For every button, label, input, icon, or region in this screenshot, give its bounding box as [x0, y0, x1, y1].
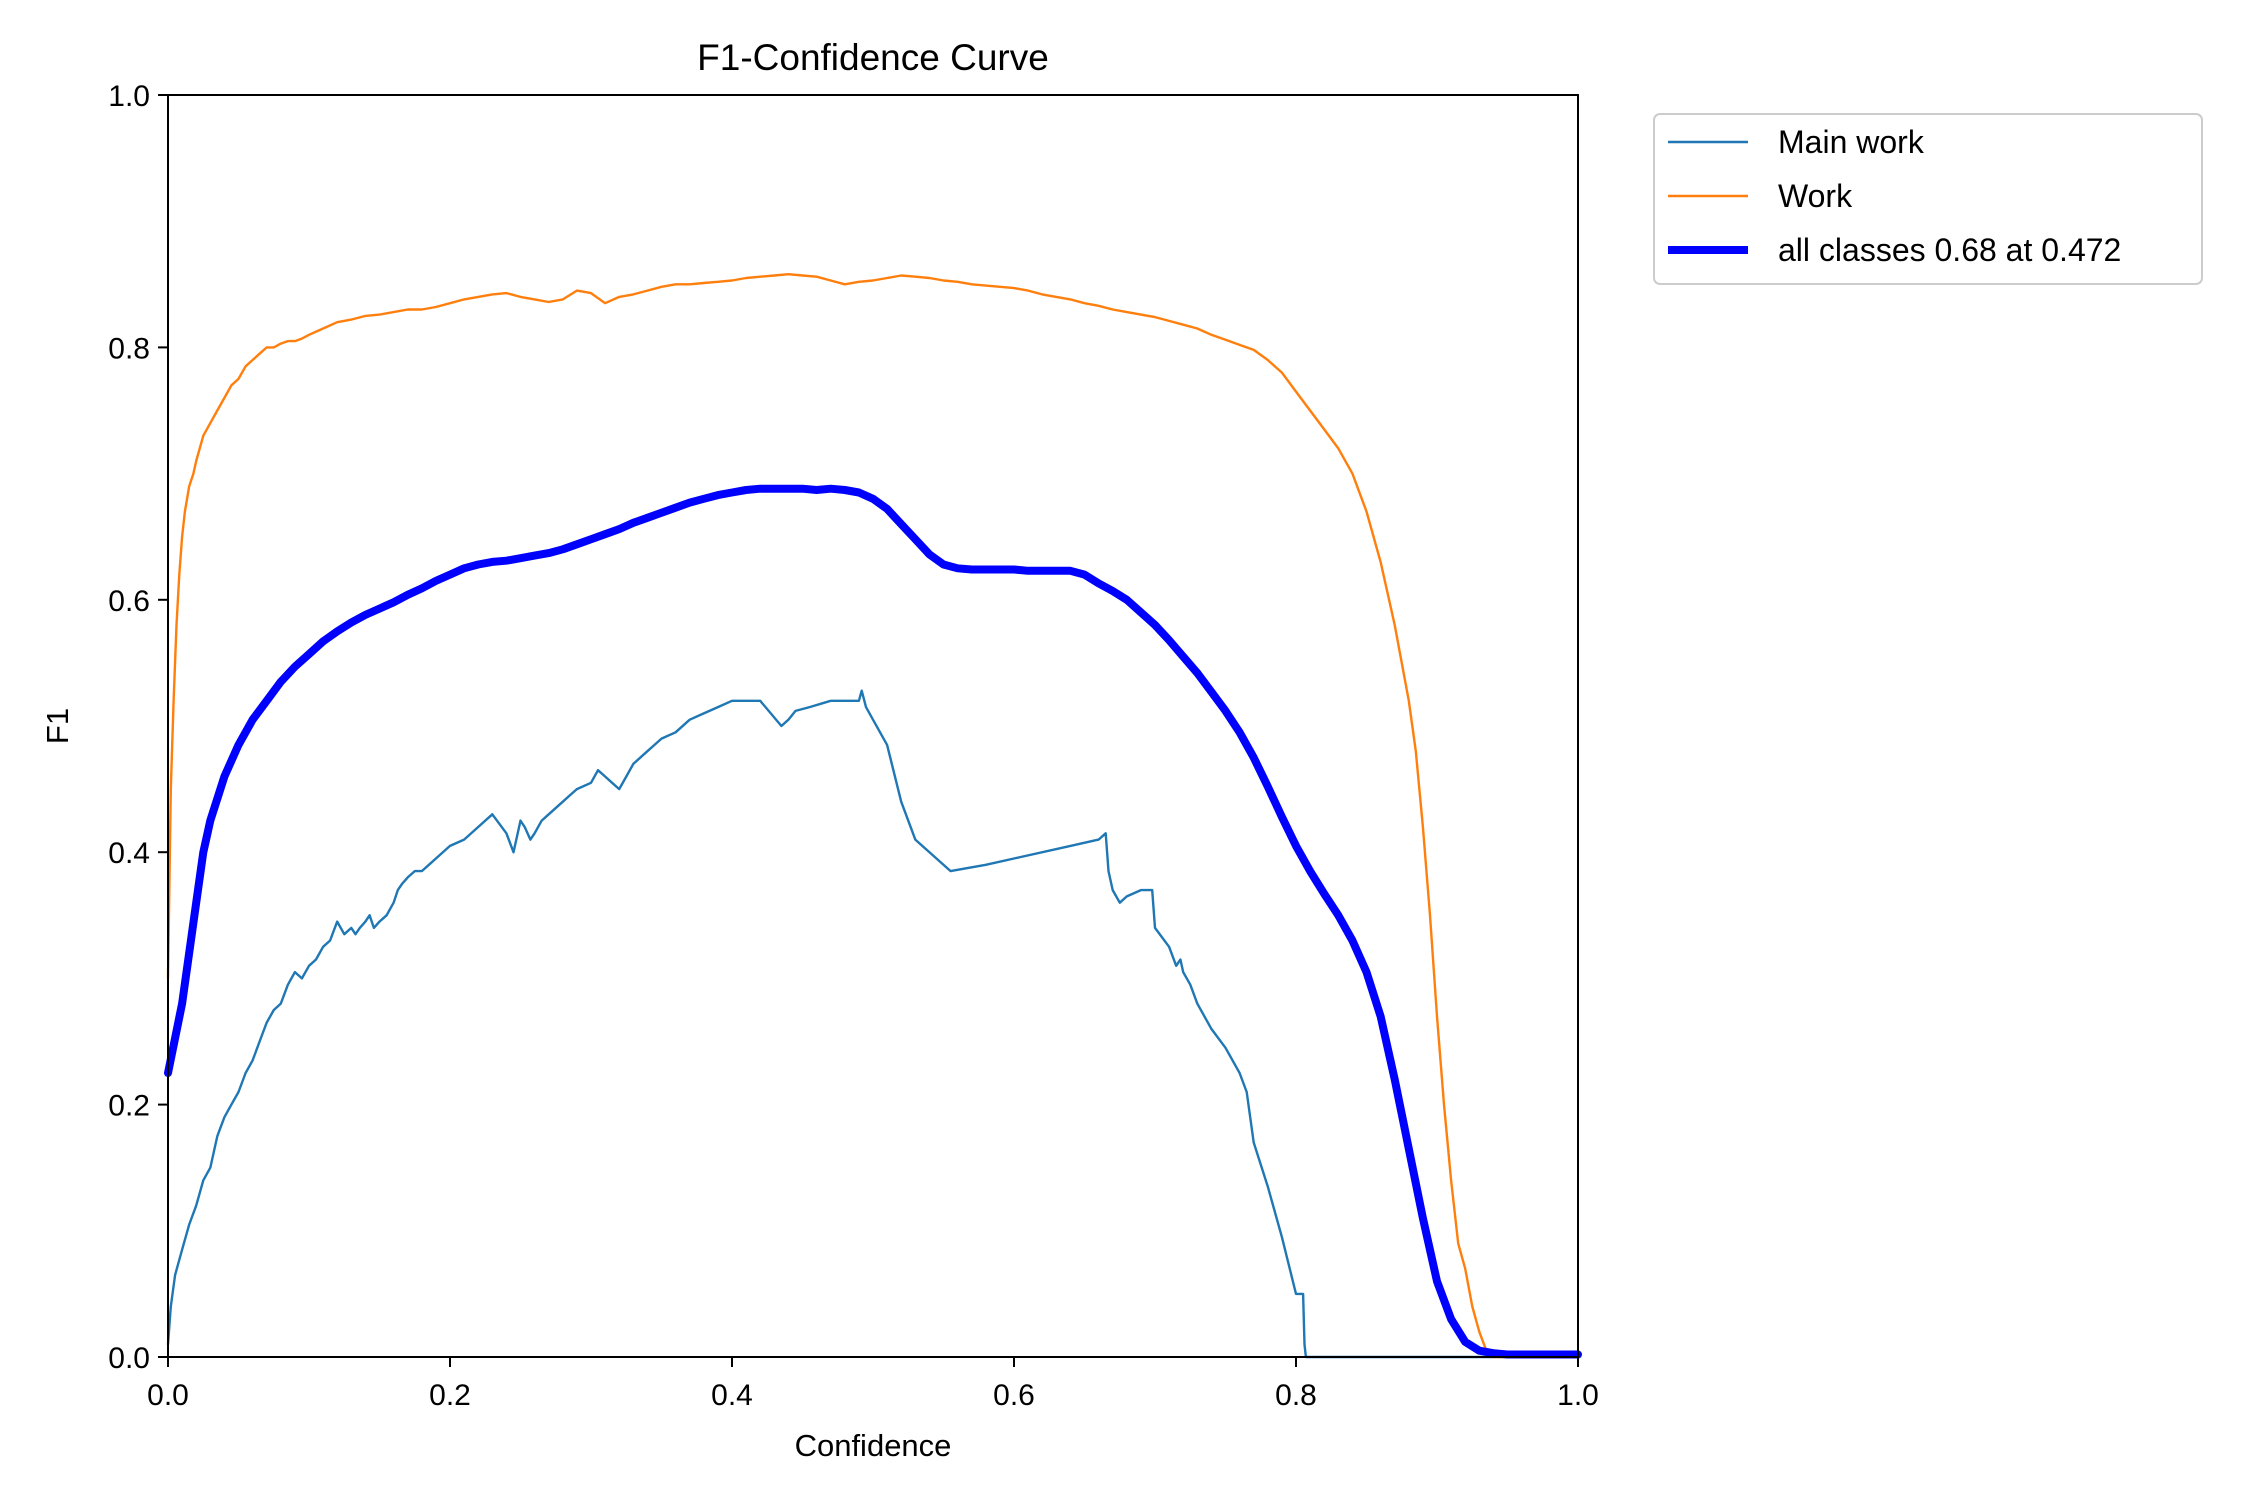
legend-label-2: all classes 0.68 at 0.472 [1778, 232, 2121, 268]
x-tick-label: 1.0 [1557, 1379, 1599, 1412]
chart-title: F1-Confidence Curve [697, 37, 1049, 78]
y-tick-label: 0.8 [108, 332, 150, 365]
legend-entries: Main work Work all classes 0.68 at 0.472 [1668, 124, 2121, 268]
x-tick-label: 0.8 [1275, 1379, 1317, 1412]
plot-frame [167, 94, 1579, 1358]
legend: Main work Work all classes 0.68 at 0.472 [1653, 113, 2203, 285]
y-tick-label: 0.4 [108, 837, 150, 870]
x-axis-label: Confidence [795, 1428, 952, 1463]
y-tick-label: 0.6 [108, 585, 150, 618]
legend-box [1653, 113, 2203, 285]
x-tick-label: 0.4 [711, 1379, 753, 1412]
legend-label-0: Main work [1778, 124, 1925, 160]
x-axis-ticks: 0.0 0.2 0.4 0.6 0.8 1.0 [147, 1357, 1599, 1412]
y-tick-label: 1.0 [108, 80, 150, 113]
y-axis-ticks: 0.0 0.2 0.4 0.6 0.8 1.0 [108, 80, 168, 1375]
y-tick-label: 0.2 [108, 1090, 150, 1123]
legend-label-1: Work [1778, 178, 1853, 214]
y-tick-label: 0.0 [108, 1342, 150, 1375]
series-line-0 [166, 689, 1580, 1359]
series-line-2 [164, 484, 1582, 1359]
x-tick-label: 0.2 [429, 1379, 471, 1412]
y-axis-label: F1 [40, 708, 75, 744]
x-tick-label: 0.6 [993, 1379, 1035, 1412]
x-tick-label: 0.0 [147, 1379, 189, 1412]
series-line-1 [166, 273, 1580, 1359]
plot-lines [164, 273, 1582, 1359]
